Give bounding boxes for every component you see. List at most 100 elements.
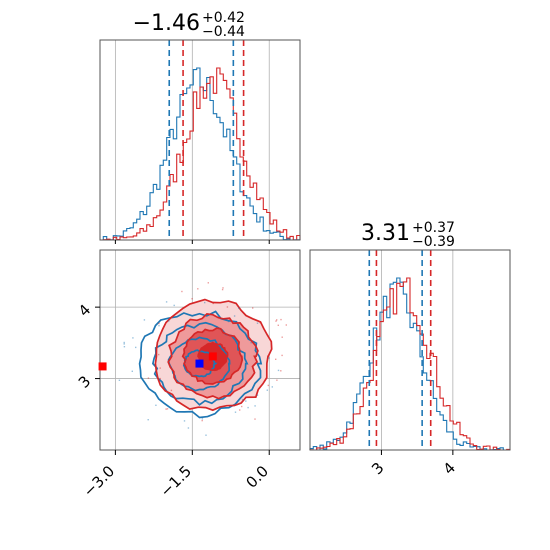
sample-point — [204, 301, 206, 304]
sample-point — [234, 411, 237, 413]
tick-label-x: 0.0 — [242, 462, 272, 492]
sample-point — [187, 427, 190, 429]
sample-point — [131, 370, 133, 372]
sample-point — [233, 315, 236, 317]
sample-point — [143, 319, 146, 321]
sample-point — [226, 306, 229, 308]
sample-point — [201, 419, 203, 422]
sample-point — [281, 354, 283, 357]
sample-point — [155, 404, 157, 406]
sample-point — [191, 298, 193, 300]
sample-point — [132, 337, 134, 339]
title-x-sub: −0.44 — [202, 24, 245, 40]
panel-marginal-x: −1.46 +0.42 −0.44 — [99, 10, 301, 244]
histogram-series-1 — [100, 67, 301, 241]
sample-point — [241, 398, 244, 401]
sample-point — [158, 322, 160, 325]
sample-point — [252, 307, 254, 309]
sample-point — [205, 434, 207, 436]
sample-point — [241, 405, 243, 408]
tick-label-x: 3 — [368, 459, 387, 478]
sample-point — [236, 404, 238, 406]
sample-point — [254, 418, 256, 420]
tick-label-x: −3.0 — [80, 462, 118, 500]
marker-2 — [98, 362, 107, 371]
sample-point — [183, 420, 186, 422]
sample-point — [280, 318, 282, 321]
sample-point — [245, 400, 247, 402]
sample-point — [255, 349, 257, 351]
sample-point — [159, 377, 161, 380]
sample-point — [197, 288, 199, 290]
tick-label-y: 3 — [75, 372, 94, 391]
title-y-main: 3.31 — [361, 221, 410, 246]
sample-point — [276, 379, 278, 381]
sample-point — [267, 384, 269, 387]
histogram-series-0 — [309, 277, 510, 451]
sample-point — [276, 319, 278, 321]
sample-point — [170, 389, 173, 392]
sample-point — [227, 320, 230, 323]
contour-line-red-3 — [197, 341, 229, 372]
sample-point — [165, 408, 167, 410]
sample-point — [168, 320, 170, 322]
title-x-main: −1.46 — [133, 11, 200, 36]
sample-point — [118, 379, 121, 381]
histogram-series-1 — [309, 277, 511, 451]
sample-point — [157, 379, 160, 381]
sample-point — [259, 321, 261, 324]
sample-point — [158, 353, 160, 356]
sample-point — [285, 324, 287, 326]
panel-marginal-y: 3.31 +0.37 −0.39 3 4 — [309, 220, 511, 478]
sample-point — [212, 302, 214, 305]
tick-label-x: −1.5 — [157, 462, 195, 500]
sample-point — [275, 358, 277, 360]
sample-point — [158, 325, 160, 327]
tick-label-y: 4 — [75, 301, 94, 320]
sample-point — [277, 369, 280, 372]
title-y-sup: +0.37 — [412, 220, 455, 236]
sample-point — [271, 386, 273, 388]
sample-point — [250, 342, 252, 344]
sample-point — [275, 320, 277, 322]
sample-point — [281, 336, 283, 338]
sample-point — [247, 406, 249, 409]
axis-frame-joint — [99, 249, 301, 451]
sample-point — [147, 377, 150, 379]
sample-point — [201, 418, 204, 420]
sample-point — [181, 290, 183, 293]
axis-frame-marginal-x — [99, 39, 301, 241]
sample-point — [207, 282, 209, 284]
sample-point — [268, 357, 270, 359]
sample-point — [165, 301, 168, 303]
sample-point — [123, 346, 126, 348]
panel-joint: −3.0 −1.5 0.0 3 4 — [75, 249, 301, 501]
tick-label-x: 4 — [440, 459, 459, 478]
sample-point — [280, 370, 282, 372]
axis-frame-marginal-y — [309, 249, 511, 451]
marker-0 — [195, 359, 204, 368]
title-y-sub: −0.39 — [412, 234, 455, 250]
sample-point — [159, 367, 161, 369]
sample-point — [222, 287, 224, 289]
sample-point — [123, 341, 125, 344]
sample-point — [239, 409, 241, 411]
sample-point — [221, 288, 224, 291]
sample-point — [238, 307, 240, 309]
sample-point — [256, 394, 259, 396]
contour-line-red-1 — [167, 313, 259, 400]
sample-point — [135, 346, 137, 349]
sample-point — [256, 322, 259, 324]
sample-point — [277, 324, 279, 326]
sample-point — [266, 389, 268, 391]
contour-line-red-2 — [181, 327, 244, 385]
contour-line-red-0 — [154, 298, 273, 412]
contour-line-blue-3 — [138, 310, 263, 419]
sample-point — [254, 405, 256, 407]
sample-point — [166, 408, 169, 410]
marker-1 — [208, 352, 217, 361]
sample-point — [173, 304, 175, 307]
title-x-sup: +0.42 — [202, 10, 245, 26]
sample-point — [147, 419, 149, 421]
